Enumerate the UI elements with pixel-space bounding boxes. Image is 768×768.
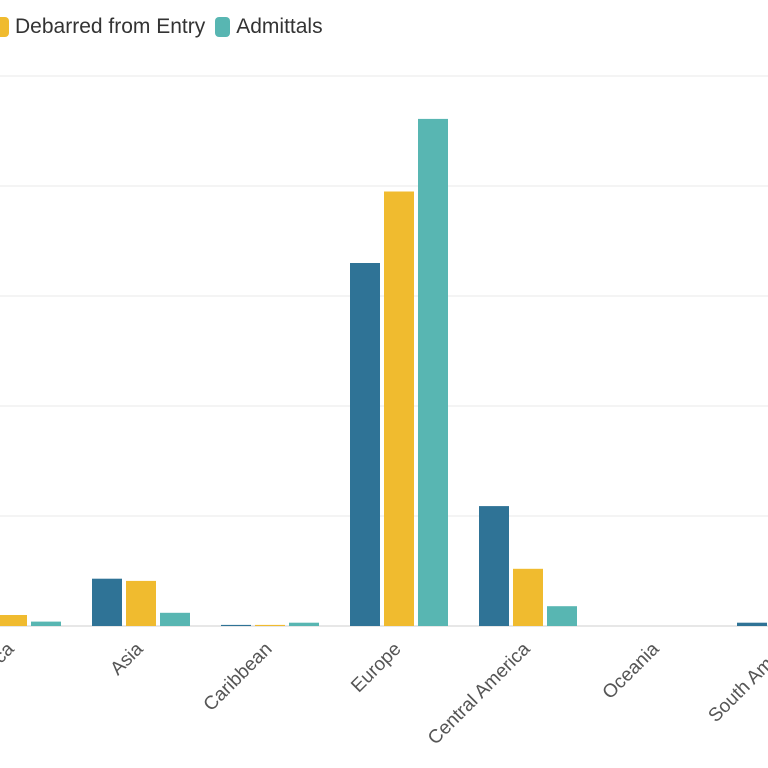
bar-central-america-series-0[interactable] bbox=[479, 506, 509, 626]
legend: Debarred from Entry Admittals bbox=[0, 12, 333, 42]
x-axis-tick-labels: ca Asia Caribbean Europe Central America Ocea… bbox=[0, 638, 768, 749]
x-tick-label: South Ameri bbox=[705, 639, 768, 727]
legend-swatch-debarred bbox=[0, 17, 9, 37]
bar-central-america-series-1[interactable] bbox=[513, 568, 543, 626]
bar-caribbean-series-1[interactable] bbox=[255, 624, 285, 626]
bar-asia-series-2[interactable] bbox=[160, 612, 190, 626]
legend-item-admittals[interactable]: Admittals bbox=[215, 15, 323, 39]
legend-label-admittals: Admittals bbox=[236, 15, 323, 38]
x-tick-label: Central America bbox=[424, 638, 535, 749]
bar-caribbean-series-0[interactable] bbox=[221, 624, 251, 626]
bar-ca-series-2[interactable] bbox=[31, 621, 61, 626]
bar-caribbean-series-2[interactable] bbox=[289, 622, 319, 626]
bar-europe-series-1[interactable] bbox=[384, 191, 414, 627]
x-tick-label: Oceania bbox=[599, 638, 664, 703]
bar-asia-series-0[interactable] bbox=[92, 578, 122, 626]
bar-central-america-series-2[interactable] bbox=[547, 606, 577, 626]
bar-south-ameri-series-0[interactable] bbox=[737, 622, 767, 626]
bar-europe-series-0[interactable] bbox=[350, 263, 380, 626]
bars bbox=[0, 118, 767, 627]
bar-asia-series-1[interactable] bbox=[126, 580, 156, 626]
x-tick-label: ca bbox=[0, 638, 19, 667]
legend-swatch-admittals bbox=[215, 17, 231, 37]
legend-label-debarred: Debarred from Entry bbox=[15, 15, 206, 38]
legend-item-debarred[interactable]: Debarred from Entry bbox=[0, 15, 205, 39]
x-tick-label: Europe bbox=[347, 639, 405, 697]
x-tick-label: Caribbean bbox=[200, 639, 277, 716]
bar-europe-series-2[interactable] bbox=[418, 118, 448, 627]
bar-ca-series-1[interactable] bbox=[0, 615, 27, 626]
x-tick-label: Asia bbox=[107, 638, 148, 679]
